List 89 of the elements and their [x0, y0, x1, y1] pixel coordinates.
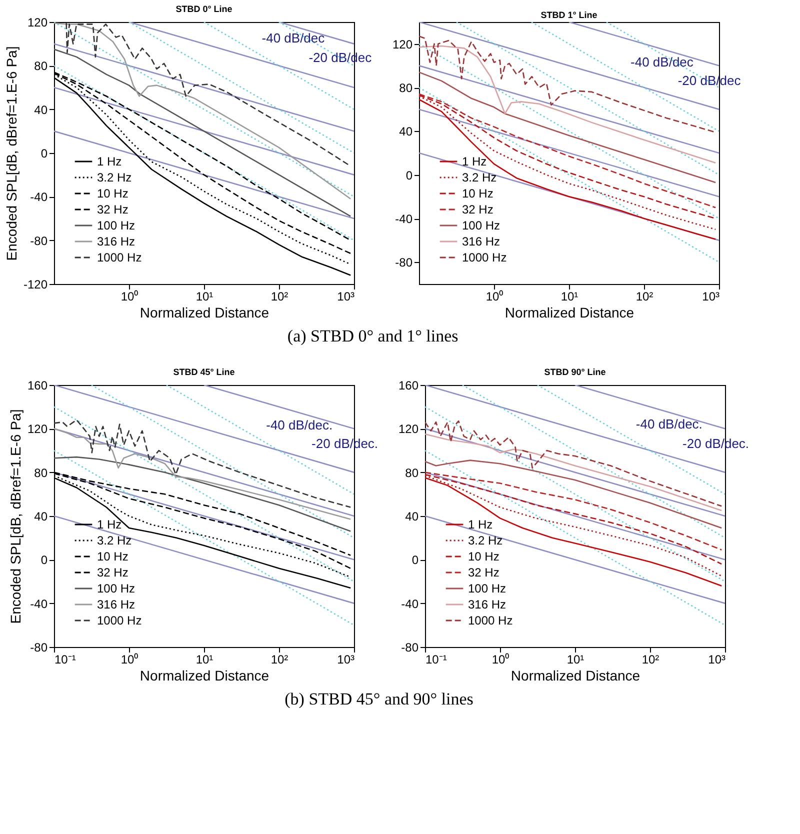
y-tick-label: 80 — [34, 59, 48, 74]
y-tick-label: -80 — [401, 640, 419, 654]
y-tick-label: 40 — [34, 102, 48, 117]
x-tick-label: 10³ — [708, 652, 726, 666]
legend-label: 3.2 Hz — [468, 534, 503, 548]
x-tick-label: 10¹ — [560, 290, 578, 304]
x-axis-title: Normalized Distance — [504, 304, 634, 320]
y-tick-label: -40 — [30, 596, 48, 611]
legend-label: 1 Hz — [468, 518, 493, 532]
y-tick-label: 80 — [399, 81, 413, 95]
y-tick-label: 80 — [405, 466, 419, 480]
y-tick-label: 40 — [399, 124, 413, 139]
y-tick-label: 120 — [392, 37, 413, 52]
y-tick-label: 160 — [27, 378, 48, 392]
legend-label: 10 Hz — [97, 550, 128, 564]
chart-title: STBD 45° Line — [173, 367, 235, 377]
legend-label: 100 Hz — [97, 582, 136, 596]
text: (b) STBD 45° and 90° lines — [284, 690, 474, 708]
annotation: -40 dB/dec — [262, 30, 326, 46]
legend-label: 316 Hz — [462, 234, 500, 248]
y-tick-label: 0 — [412, 553, 419, 568]
text: (a) STBD 0° and 1° lines — [287, 326, 458, 346]
legend-label: 10 Hz — [97, 186, 128, 200]
x-tick-label: 10⁰ — [120, 290, 138, 304]
legend-label: 100 Hz — [468, 582, 506, 596]
y-axis-title: Encoded SPL[dB, dBref=1.E-6 Pa] — [7, 409, 24, 624]
y-tick-label: -120 — [23, 278, 48, 292]
legend-label: 32 Hz — [97, 566, 128, 580]
annotation: -40 dB/dec. — [266, 418, 333, 433]
x-tick-label: 10⁻¹ — [426, 652, 447, 666]
legend-label: 1 Hz — [97, 518, 122, 532]
annotation: -40 dB/dec. — [636, 416, 702, 432]
y-tick-label: 0 — [40, 553, 48, 568]
legend-label: 1000 Hz — [97, 250, 142, 264]
legend-label: 32 Hz — [97, 202, 128, 216]
x-tick-label: 10² — [270, 290, 288, 304]
y-tick-label: 160 — [398, 378, 419, 392]
y-tick-label: -40 — [401, 596, 419, 611]
legend-label: 10 Hz — [462, 186, 494, 200]
y-tick-label: -40 — [395, 212, 413, 226]
chart-title: STBD 1° Line — [540, 10, 598, 20]
y-tick-label: 40 — [405, 510, 419, 524]
chart-title: STBD 0° Line — [176, 4, 232, 14]
x-tick-label: 10² — [642, 652, 660, 666]
legend-label: 1000 Hz — [468, 614, 513, 628]
x-tick-label: 10⁰ — [492, 652, 510, 666]
legend-label: 1000 Hz — [462, 250, 507, 264]
legend-label: 316 Hz — [468, 598, 506, 612]
y-tick-label: 120 — [398, 422, 419, 436]
y-tick-label: -80 — [30, 640, 48, 654]
y-axis-title: Encoded SPL[dB, dBref=1.E-6 Pa] — [3, 46, 20, 261]
x-tick-label: 10² — [270, 652, 288, 666]
y-tick-label: -80 — [30, 234, 48, 248]
legend-label: 3.2 Hz — [462, 170, 497, 184]
legend-label: 3.2 Hz — [97, 534, 132, 548]
legend-label: 32 Hz — [462, 202, 494, 216]
x-tick-label: 10³ — [337, 290, 355, 304]
y-tick-label: 0 — [406, 168, 413, 182]
y-tick-label: 120 — [27, 16, 48, 30]
legend-label: 3.2 Hz — [97, 170, 132, 184]
legend-label: 100 Hz — [97, 218, 136, 232]
x-tick-label: 10⁰ — [120, 652, 138, 666]
y-tick-label: 80 — [34, 466, 48, 480]
legend-label: 1 Hz — [462, 154, 487, 168]
legend-label: 1 Hz — [97, 154, 122, 168]
annotation: -40 dB/dec — [630, 54, 694, 70]
x-axis-title: Normalized Distance — [510, 668, 640, 684]
legend-label: 316 Hz — [97, 234, 136, 248]
legend-label: 100 Hz — [462, 218, 500, 232]
x-tick-label: 10³ — [337, 652, 355, 666]
x-tick-label: 10² — [636, 290, 654, 304]
y-tick-label: -80 — [395, 256, 413, 270]
y-tick-label: -40 — [30, 190, 48, 204]
x-tick-label: 10¹ — [196, 290, 214, 304]
legend-label: 1000 Hz — [97, 614, 142, 628]
x-tick-label: 10¹ — [196, 652, 214, 666]
y-tick-label: 0 — [40, 146, 48, 160]
y-tick-label: 40 — [34, 510, 48, 524]
legend-label: 316 Hz — [97, 598, 136, 612]
x-tick-label: 10¹ — [566, 652, 584, 666]
x-tick-label: 10⁻¹ — [54, 652, 76, 666]
x-tick-label: 10³ — [702, 290, 720, 304]
x-axis-title: Normalized Distance — [140, 668, 270, 684]
legend-label: 32 Hz — [468, 566, 500, 580]
x-tick-label: 10⁰ — [486, 290, 504, 304]
chart-title: STBD 90° Line — [544, 367, 606, 377]
legend-label: 10 Hz — [468, 550, 500, 564]
y-tick-label: 120 — [27, 422, 48, 436]
x-axis-title: Normalized Distance — [140, 304, 270, 320]
